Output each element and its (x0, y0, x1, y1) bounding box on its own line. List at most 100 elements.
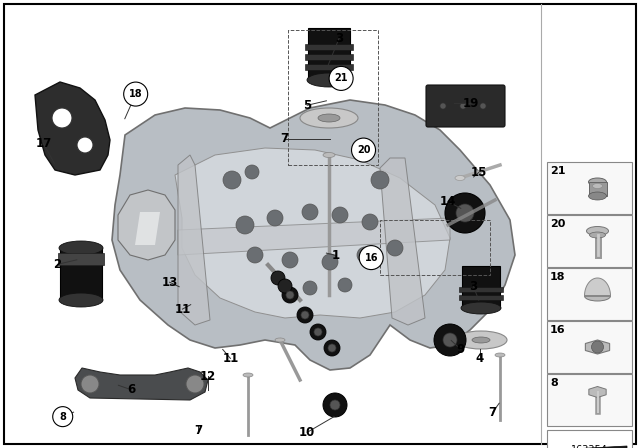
Polygon shape (589, 387, 606, 397)
Bar (308, 28, 350, 80)
Bar (288, 30, 378, 165)
Circle shape (460, 103, 466, 109)
Ellipse shape (586, 227, 609, 236)
Polygon shape (586, 340, 610, 354)
Polygon shape (552, 446, 627, 448)
Text: 3: 3 (335, 31, 343, 45)
Circle shape (371, 171, 389, 189)
Circle shape (81, 375, 99, 393)
Bar (60, 248, 102, 300)
Text: 163354: 163354 (571, 445, 608, 448)
Bar (547, 321, 632, 373)
Circle shape (324, 340, 340, 356)
Circle shape (314, 328, 322, 336)
Text: 7: 7 (489, 405, 497, 419)
Polygon shape (118, 190, 175, 260)
Circle shape (186, 375, 204, 393)
Ellipse shape (243, 373, 253, 377)
Text: 18: 18 (129, 89, 143, 99)
Ellipse shape (584, 291, 611, 301)
Text: 3: 3 (470, 280, 477, 293)
Circle shape (434, 324, 466, 356)
Text: 5: 5 (303, 99, 311, 112)
Circle shape (52, 108, 72, 128)
Polygon shape (380, 158, 425, 325)
Text: 10: 10 (299, 426, 316, 439)
Ellipse shape (455, 331, 507, 349)
Circle shape (271, 271, 285, 285)
Ellipse shape (589, 178, 607, 186)
Text: 7: 7 (195, 423, 202, 437)
Bar (459, 287, 503, 292)
Circle shape (387, 240, 403, 256)
Ellipse shape (589, 192, 607, 200)
Bar (459, 295, 503, 300)
Text: 20: 20 (550, 219, 565, 229)
Polygon shape (178, 155, 210, 325)
Text: 2: 2 (54, 258, 61, 271)
Circle shape (267, 210, 283, 226)
Ellipse shape (461, 302, 501, 314)
Circle shape (301, 311, 309, 319)
Circle shape (445, 193, 485, 233)
Ellipse shape (472, 337, 490, 343)
Circle shape (322, 254, 338, 270)
Text: 12: 12 (200, 370, 216, 383)
Text: 11: 11 (174, 302, 191, 316)
Ellipse shape (455, 176, 465, 181)
Text: 8: 8 (60, 412, 66, 422)
Text: 15: 15 (470, 166, 487, 179)
Bar (547, 430, 632, 448)
Ellipse shape (495, 353, 505, 357)
Bar (547, 162, 632, 214)
Circle shape (282, 287, 298, 303)
Circle shape (456, 204, 474, 222)
Circle shape (362, 214, 378, 230)
Polygon shape (35, 82, 110, 175)
Circle shape (357, 247, 373, 263)
Circle shape (286, 291, 294, 299)
Circle shape (245, 165, 259, 179)
Bar (547, 215, 632, 267)
Circle shape (323, 393, 347, 417)
Bar (589, 182, 607, 196)
Circle shape (330, 400, 340, 410)
Circle shape (338, 278, 352, 292)
Polygon shape (175, 148, 450, 318)
Ellipse shape (593, 184, 602, 189)
Text: 4: 4 (476, 352, 484, 365)
Text: 1: 1 (332, 249, 340, 262)
Circle shape (351, 138, 376, 162)
Text: 17: 17 (35, 137, 52, 150)
Circle shape (359, 246, 383, 270)
Ellipse shape (275, 338, 285, 342)
Circle shape (443, 333, 457, 347)
Circle shape (480, 103, 486, 109)
Ellipse shape (300, 108, 358, 128)
Text: 19: 19 (462, 96, 479, 110)
Ellipse shape (318, 114, 340, 122)
Circle shape (77, 137, 93, 153)
Circle shape (282, 252, 298, 268)
Polygon shape (75, 368, 208, 400)
Ellipse shape (59, 293, 103, 307)
Polygon shape (112, 100, 515, 370)
Circle shape (247, 247, 263, 263)
Polygon shape (584, 278, 611, 296)
Ellipse shape (59, 241, 103, 255)
Circle shape (297, 307, 313, 323)
Bar (305, 44, 353, 50)
Text: 13: 13 (161, 276, 178, 289)
Polygon shape (178, 218, 450, 255)
Circle shape (278, 279, 292, 293)
Bar (305, 54, 353, 60)
Text: 9: 9 (457, 343, 465, 356)
Bar (305, 64, 353, 70)
Text: 6: 6 (127, 383, 135, 396)
Text: 8: 8 (550, 378, 557, 388)
Bar (380, 220, 490, 275)
Text: 7: 7 (281, 132, 289, 146)
Bar (547, 374, 632, 426)
Circle shape (332, 207, 348, 223)
Text: 21: 21 (334, 73, 348, 83)
